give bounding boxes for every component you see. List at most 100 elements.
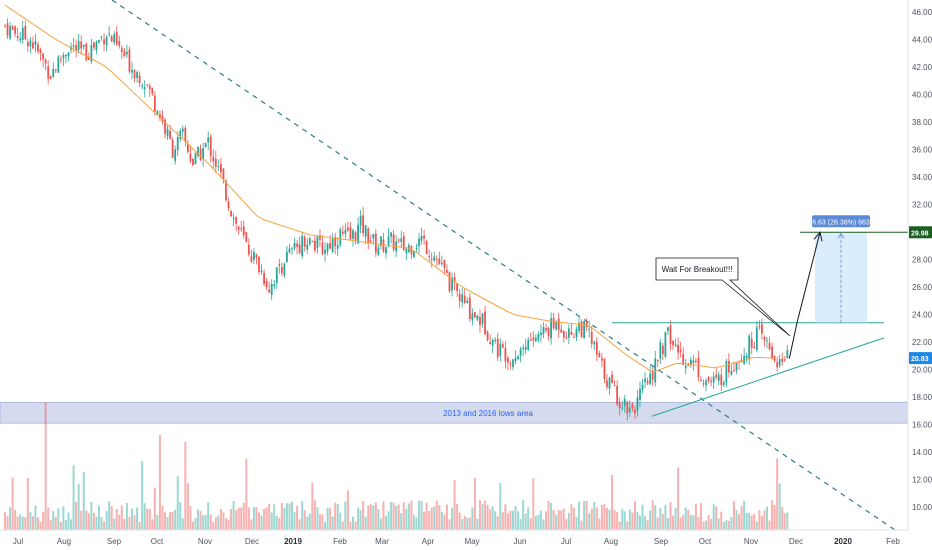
volume-bar (748, 512, 751, 530)
candle-body (595, 341, 598, 355)
volume-bar (445, 504, 448, 530)
candle-body (118, 40, 121, 46)
candle-body (273, 284, 276, 287)
volume-bar (727, 520, 730, 530)
volume-bar (14, 509, 17, 530)
candle-body (557, 318, 560, 330)
candle-body (570, 331, 573, 335)
volume-bar (321, 514, 324, 530)
candle-body (126, 51, 128, 55)
candles (4, 18, 789, 421)
candle-body (420, 235, 423, 241)
volume-bar (204, 514, 207, 530)
volume-bar (364, 516, 367, 530)
candle-body (484, 311, 486, 335)
candle-body (641, 384, 644, 390)
volume-bar (222, 512, 225, 530)
candle-body (80, 41, 83, 49)
candle-body (136, 72, 138, 78)
candle-body (580, 321, 583, 337)
volume-bar (108, 501, 111, 530)
candle-body (306, 244, 309, 250)
x-tick-label: Feb (333, 537, 347, 546)
candle-body (405, 248, 408, 254)
x-tick-label: Dec (789, 537, 803, 546)
y-tick-label: 42.00 (912, 63, 932, 72)
candle-body (220, 163, 222, 173)
volume-bar (415, 517, 418, 530)
volume-bar (11, 477, 14, 530)
candle-body (153, 95, 156, 112)
candle-body (230, 211, 232, 217)
candle-body (781, 358, 784, 362)
moving-average-layer (4, 4, 775, 373)
volume-bar (689, 514, 692, 530)
candle-body (689, 359, 692, 366)
y-tick-label: 34.00 (912, 173, 932, 182)
candle-body (540, 332, 542, 336)
volume-bar (560, 510, 563, 530)
volume-bar (367, 505, 370, 530)
volume-bar (453, 480, 456, 530)
volume-bar (679, 517, 682, 530)
volume-bar (674, 507, 677, 530)
candle-body (494, 339, 497, 342)
candle-body (131, 69, 133, 73)
candle-body (509, 363, 512, 365)
volume-bar (103, 521, 106, 530)
candle-body (474, 312, 476, 318)
volume-bar (260, 515, 263, 530)
volume-bar (400, 513, 403, 530)
x-tick-label: Mar (375, 537, 389, 546)
x-tick-label: 2020 (834, 537, 852, 546)
volume-bar (308, 513, 311, 530)
volume-bar (80, 510, 83, 530)
y-tick-label: 18.00 (912, 393, 932, 402)
candle-body (347, 227, 349, 231)
x-axis: Jul Aug Sep Oct Nov Dec 2019 Feb Mar Apr May Jun Jul… (13, 537, 901, 546)
candle-body (722, 382, 725, 385)
volume-bar (37, 517, 40, 530)
candle-body (250, 256, 253, 262)
candle-body (555, 321, 558, 330)
candle-body (590, 331, 593, 344)
x-tick-label: Jul (13, 537, 23, 546)
volume-bar (336, 503, 339, 530)
candle-body (138, 75, 141, 84)
volume-bar (374, 502, 377, 530)
projection-arrowhead (813, 231, 823, 242)
volume-bar (781, 507, 784, 530)
volume-bar (181, 518, 184, 530)
candle-body (567, 328, 570, 338)
volume-bar (194, 517, 197, 530)
candle-body (507, 358, 509, 363)
candle-body (37, 44, 39, 52)
candle-body (425, 241, 428, 254)
candle-body (608, 377, 611, 389)
volume-bar (684, 507, 687, 530)
candle-body (34, 41, 37, 46)
candle-body (438, 258, 441, 265)
volume-bar (70, 519, 73, 530)
candle-body (298, 244, 301, 254)
candle-body (98, 40, 100, 43)
plot-background (0, 0, 908, 530)
volume-bar (534, 515, 537, 530)
volume-bar (542, 519, 545, 530)
volume-bar (720, 511, 723, 530)
volume-bar (562, 508, 565, 530)
candle-body (222, 168, 225, 180)
candle-body (413, 251, 415, 257)
volume-bar (349, 521, 352, 530)
candle-body (583, 321, 586, 339)
candle-body (364, 225, 367, 237)
candle-body (672, 340, 674, 346)
volume-bar (100, 517, 103, 530)
volume-bar (19, 514, 22, 530)
volume-bar (572, 508, 575, 530)
volume-bar (656, 517, 659, 530)
candle-body (463, 295, 466, 303)
candle-body (537, 334, 540, 341)
volume-bar (158, 435, 161, 530)
